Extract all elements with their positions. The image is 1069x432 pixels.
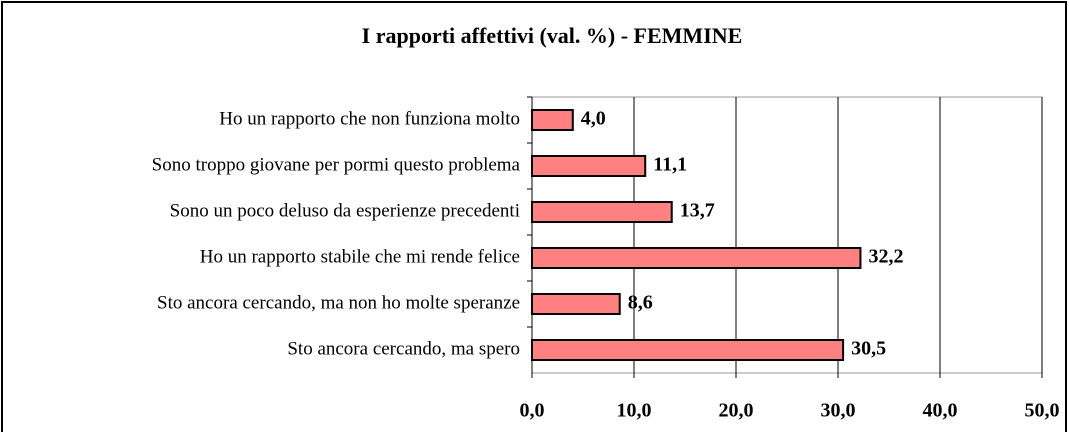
x-tick-label: 30,0 <box>821 400 856 422</box>
x-tick-label: 10,0 <box>617 400 652 422</box>
data-label: 30,5 <box>851 338 886 360</box>
y-tick-label: Sto ancora cercando, ma non ho molte spe… <box>157 292 520 313</box>
y-tick-label: Ho un rapporto stabile che mi rende feli… <box>200 246 520 267</box>
y-tick-label: Sono troppo giovane per pormi questo pro… <box>152 154 521 175</box>
bar <box>531 247 862 269</box>
bar <box>531 201 673 223</box>
x-tick-label: 50,0 <box>1025 400 1060 422</box>
x-tick-label: 20,0 <box>719 400 754 422</box>
data-label: 8,6 <box>628 292 653 314</box>
data-label: 11,1 <box>653 154 687 176</box>
data-label: 4,0 <box>581 108 606 130</box>
plot-area <box>531 96 1043 374</box>
y-tick-label: Ho un rapporto che non funziona molto <box>219 108 520 129</box>
bar <box>531 339 845 361</box>
x-tick-label: 0,0 <box>520 400 545 422</box>
data-label: 32,2 <box>868 246 903 268</box>
bar <box>531 293 621 315</box>
y-tick-label: Sto ancora cercando, ma spero <box>287 338 520 359</box>
chart-title: I rapporti affettivi (val. %) - FEMMINE <box>362 23 743 48</box>
data-label: 13,7 <box>680 200 715 222</box>
bar <box>531 155 647 177</box>
y-tick-label: Sono un poco deluso da esperienze preced… <box>170 200 520 221</box>
bar <box>531 109 574 131</box>
x-tick-label: 40,0 <box>923 400 958 422</box>
